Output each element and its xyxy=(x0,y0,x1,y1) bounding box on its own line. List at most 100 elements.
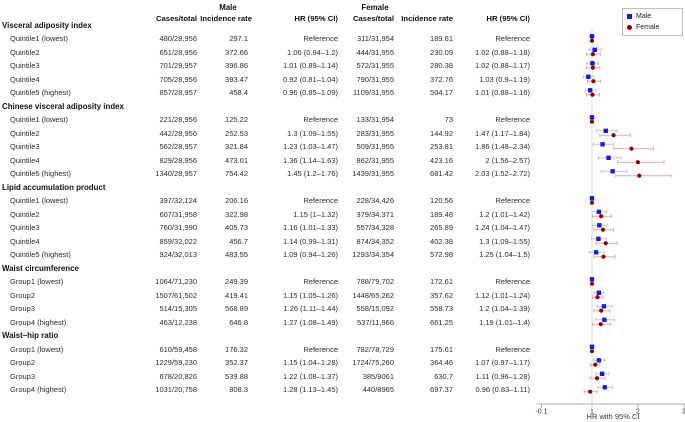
male-marker xyxy=(596,358,602,363)
row-label: Quintile4 xyxy=(10,236,40,246)
male-cases-cell: 610/59,458 xyxy=(159,344,197,354)
male-hr-cell: 1.26 (1.11–1.44) xyxy=(283,304,339,313)
male-marker xyxy=(593,250,599,255)
male-incidence-cell: 393.47 xyxy=(225,74,248,84)
male-cases-header: Cases/total xyxy=(155,14,197,23)
row-label: Quintile4 xyxy=(10,74,40,84)
female-incidence-header: Incidence rate xyxy=(401,14,453,23)
male-marker xyxy=(589,277,595,282)
female-hr-cell: 1.47 (1.17–1.84) xyxy=(474,128,530,138)
male-cases-cell: 1031/20,758 xyxy=(155,385,197,394)
male-marker xyxy=(589,344,595,349)
male-marker xyxy=(602,317,607,322)
section-title: Waist–hip ratio xyxy=(2,331,59,340)
female-cases-cell: 782/78,729 xyxy=(356,344,394,354)
male-marker xyxy=(597,223,602,228)
female-hr-cell: Reference xyxy=(495,277,530,286)
row-label: Quintile2 xyxy=(10,209,40,219)
female-cases-cell: 1448/65,262 xyxy=(352,290,394,300)
female-hr-cell: 1.11 (0.96–1.28) xyxy=(475,371,531,381)
female-cases-cell: 1724/75,260 xyxy=(352,358,394,367)
legend-item-male: Male xyxy=(627,11,678,22)
male-incidence-cell: 419.41 xyxy=(225,290,248,300)
male-cases-cell: 1064/71,230 xyxy=(155,277,197,286)
male-cases-cell: 1229/59,230 xyxy=(155,358,197,367)
male-incidence-cell: 754.42 xyxy=(225,169,248,178)
male-hr-cell: 1.01 (0.89–1.14) xyxy=(282,61,338,70)
female-hr-cell: 2.03 (1.52–2.72) xyxy=(474,169,530,178)
female-marker xyxy=(588,389,593,394)
female-cases-cell: 1439/31,955 xyxy=(352,169,394,178)
male-cases-cell: 397/32,124 xyxy=(159,196,197,205)
male-marker xyxy=(596,236,601,241)
male-marker xyxy=(589,34,595,39)
male-cases-cell: 705/28,956 xyxy=(159,74,197,84)
female-incidence-cell: 697.37 xyxy=(430,385,453,394)
female-marker xyxy=(590,52,596,57)
female-marker xyxy=(635,160,641,165)
male-marker xyxy=(587,88,593,93)
male-cases-cell: 1507/61,502 xyxy=(155,290,197,300)
female-incidence-cell: 630.7 xyxy=(434,371,453,381)
male-hr-cell: Reference xyxy=(303,344,338,354)
male-incidence-cell: 473.01 xyxy=(225,155,248,165)
male-cases-cell: 442/28,956 xyxy=(159,128,197,138)
female-cases-header: Cases/total xyxy=(352,14,394,23)
legend-item-female: Female xyxy=(627,22,678,33)
male-marker xyxy=(586,74,591,79)
female-incidence-cell: 661.25 xyxy=(430,317,453,327)
female-marker xyxy=(589,38,595,43)
female-marker xyxy=(589,349,595,354)
female-hr-cell: 0.96 (0.83–1.11) xyxy=(475,385,531,394)
female-incidence-cell: 189.48 xyxy=(430,209,453,219)
male-incidence-cell: 125.22 xyxy=(225,115,248,124)
male-marker xyxy=(596,209,602,214)
row-label: Group1 (lowest) xyxy=(10,277,64,286)
female-hr-cell: 1.02 (0.88–1.18) xyxy=(474,47,530,57)
row-label: Group2 xyxy=(10,290,36,300)
axis-title: HR with 95% CI xyxy=(586,412,640,421)
female-incidence-cell: 402.38 xyxy=(430,236,453,246)
female-marker xyxy=(598,322,603,327)
male-cases-cell: 859/32,022 xyxy=(159,236,197,246)
female-incidence-cell: 265.89 xyxy=(430,223,453,232)
female-cases-cell: 874/34,352 xyxy=(356,236,394,246)
section-title: Waist circumference xyxy=(2,263,79,273)
female-hr-cell: Reference xyxy=(495,344,530,354)
male-hr-cell: 1.27 (1.08–1.49) xyxy=(282,317,338,327)
female-cases-cell: 283/31,955 xyxy=(356,128,394,138)
female-cases-cell: 537/11,966 xyxy=(357,317,394,327)
male-cases-cell: 678/20,826 xyxy=(159,371,197,381)
female-hr-cell: 1.12 (1.01–1.24) xyxy=(474,290,530,300)
male-hr-cell: Reference xyxy=(303,196,338,205)
female-hr-cell: 1.01 (0.88–1.16) xyxy=(474,88,530,97)
male-cases-cell: 607/31,958 xyxy=(159,209,197,219)
male-group-header: Male xyxy=(219,3,237,12)
female-cases-cell: 790/31,955 xyxy=(356,74,394,84)
female-hr-cell: 1.24 (1.04–1.47) xyxy=(474,223,530,232)
male-hr-cell: 1.15 (1.04–1.28) xyxy=(282,358,338,367)
female-hr-cell: 1.2 (1.04–1.39) xyxy=(479,304,530,313)
male-hr-cell: 1.36 (1.14–1.63) xyxy=(282,155,338,165)
row-label: Group1 (lowest) xyxy=(10,344,64,354)
male-incidence-cell: 372.66 xyxy=(225,47,248,57)
female-incidence-cell: 230.09 xyxy=(430,47,453,57)
male-cases-cell: 651/28,956 xyxy=(159,47,197,57)
male-hr-cell: Reference xyxy=(303,34,338,43)
female-cases-cell: 572/31,955 xyxy=(356,61,394,70)
female-marker xyxy=(591,79,596,84)
female-marker xyxy=(599,308,604,313)
female-cases-cell: 311/31,954 xyxy=(357,34,394,43)
section-title: Visceral adiposity index xyxy=(2,20,92,30)
legend-female-label: Female xyxy=(636,24,660,31)
row-label: Group4 (highest) xyxy=(10,317,67,327)
male-incidence-cell: 405.73 xyxy=(225,223,248,232)
female-marker xyxy=(601,254,606,259)
male-cases-cell: 760/31,990 xyxy=(159,223,197,232)
female-hr-cell: 1.3 (1.09–1.55) xyxy=(479,236,530,246)
female-incidence-cell: 144.92 xyxy=(430,128,453,138)
female-incidence-cell: 172.61 xyxy=(430,277,453,286)
male-incidence-cell: 206.16 xyxy=(225,196,248,205)
row-label: Quintile5 (highest) xyxy=(10,250,71,259)
row-label: Group3 xyxy=(10,371,36,381)
